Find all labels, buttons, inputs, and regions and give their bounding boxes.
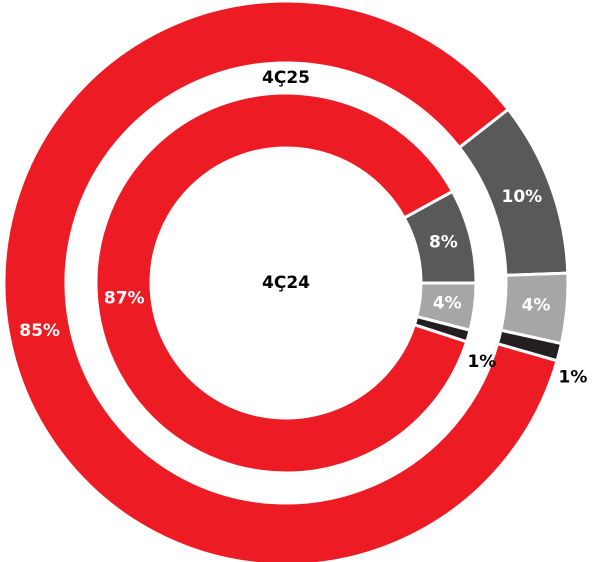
- inner-ring-label: 4Ç24: [262, 273, 310, 293]
- slice-label: 4%: [433, 293, 462, 313]
- donut-slice: [2, 0, 559, 562]
- slice-label: 1%: [559, 368, 588, 388]
- slice-label: 85%: [19, 321, 60, 341]
- slice-label: 4%: [522, 296, 551, 316]
- donut-slice: [94, 91, 469, 475]
- donut-slice: [412, 314, 472, 344]
- outer-ring-label: 4Ç25: [262, 68, 310, 88]
- slice-label: 87%: [104, 288, 145, 308]
- slice-label: 1%: [467, 352, 496, 372]
- slice-label: 8%: [429, 233, 458, 253]
- donut-slice: [495, 328, 564, 363]
- slice-label: 10%: [502, 187, 543, 207]
